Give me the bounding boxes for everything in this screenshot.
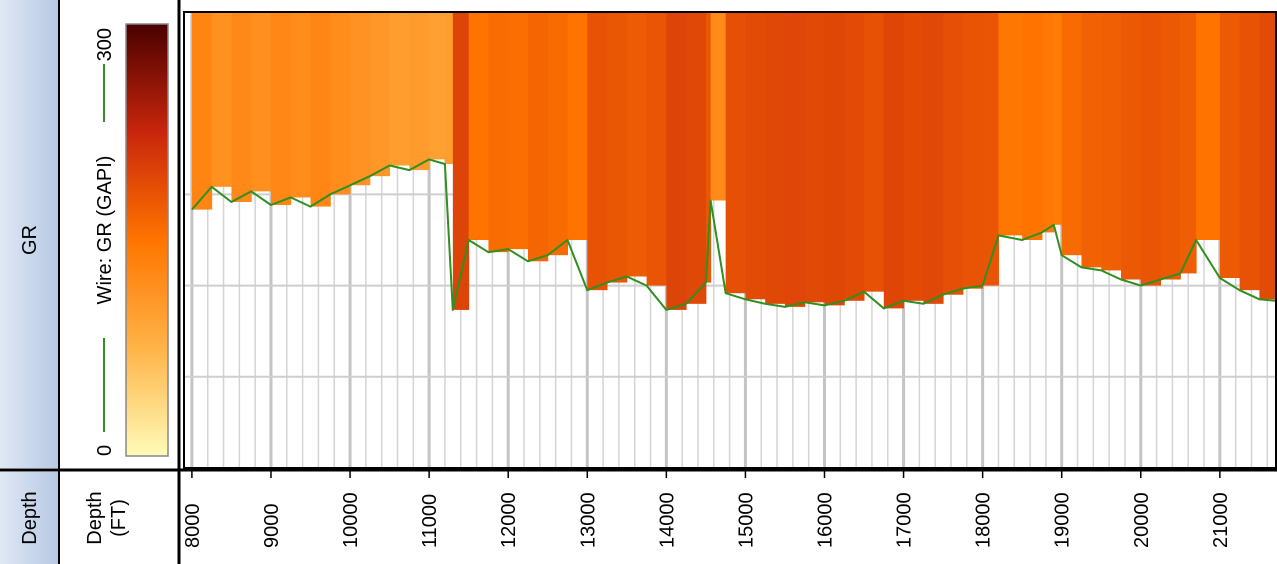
gr-fill bbox=[429, 12, 446, 160]
gr-fill bbox=[369, 12, 391, 177]
depth-label: Depth bbox=[19, 491, 41, 544]
x-tick-label: 13000 bbox=[577, 492, 599, 548]
gr-fill bbox=[607, 12, 628, 283]
gr-curve bbox=[191, 158, 1276, 311]
gr-fill bbox=[982, 12, 999, 286]
gr-fill bbox=[923, 12, 944, 304]
legend: Wire: GR (GAPI) 0 300 bbox=[94, 23, 169, 457]
x-tick-label: 14000 bbox=[656, 492, 678, 548]
x-tick-label: 18000 bbox=[973, 492, 995, 548]
gr-fill bbox=[547, 12, 569, 256]
x-tick-label: 9000 bbox=[261, 504, 283, 549]
track-label: GR bbox=[19, 225, 41, 255]
depth-axis: Depth (FT) 8000 9000 10000 11000 12000 13000 140… bbox=[84, 471, 1232, 548]
gr-fill bbox=[1081, 12, 1102, 268]
gr-fill bbox=[1121, 12, 1142, 280]
x-tick-label: 16000 bbox=[814, 492, 836, 548]
gr-fill bbox=[409, 12, 430, 171]
gr-fill bbox=[527, 12, 549, 262]
gr-fill bbox=[705, 12, 712, 283]
x-tick-label: 21000 bbox=[1210, 492, 1232, 548]
gr-fill bbox=[270, 12, 292, 206]
gr-fill bbox=[211, 12, 232, 187]
gr-fill bbox=[444, 12, 454, 164]
gr-fill bbox=[488, 12, 509, 253]
x-tick-label: 15000 bbox=[735, 492, 757, 548]
gr-fill bbox=[804, 12, 825, 303]
gr-fill bbox=[745, 12, 766, 300]
gr-fill bbox=[1239, 12, 1260, 291]
gr-fill bbox=[310, 12, 331, 207]
gr-fill bbox=[998, 12, 1023, 236]
x-tick-label: 20000 bbox=[1131, 492, 1153, 548]
gr-fill bbox=[943, 12, 964, 295]
gr-fill bbox=[1140, 12, 1162, 286]
x-tick-label: 12000 bbox=[498, 492, 520, 548]
colorbar-min: 0 bbox=[94, 445, 116, 456]
gr-fill bbox=[290, 12, 312, 198]
gr-fill bbox=[231, 12, 252, 202]
gr-fill bbox=[962, 12, 984, 289]
gr-fill bbox=[1041, 12, 1055, 233]
gr-fill bbox=[1196, 12, 1221, 240]
gr-fill bbox=[567, 12, 588, 240]
gr-fill bbox=[784, 12, 806, 307]
gr-fill bbox=[1160, 12, 1181, 280]
colorbar bbox=[125, 23, 169, 457]
gr-fill bbox=[389, 12, 410, 166]
gr-fill bbox=[1219, 12, 1241, 278]
gr-fill bbox=[350, 12, 371, 186]
gr-fill bbox=[1061, 12, 1082, 256]
x-tick-label: 8000 bbox=[182, 504, 204, 549]
gr-fill bbox=[1022, 12, 1043, 240]
gr-fill bbox=[1180, 12, 1197, 274]
gr-fill bbox=[587, 12, 608, 291]
gr-fill bbox=[646, 12, 667, 286]
gr-fill bbox=[330, 12, 351, 195]
gr-fill bbox=[1053, 12, 1063, 225]
axis-title: (FT) bbox=[108, 499, 130, 537]
track-header bbox=[0, 0, 58, 468]
gr-fill bbox=[251, 12, 272, 192]
x-tick-label: 10000 bbox=[340, 492, 362, 548]
x-tick-label: 17000 bbox=[894, 492, 916, 548]
depth-header bbox=[0, 472, 58, 564]
legend-label: Wire: GR (GAPI) bbox=[94, 156, 116, 305]
gr-fill bbox=[765, 12, 786, 304]
gr-fill bbox=[710, 12, 727, 201]
gr-fill bbox=[191, 12, 213, 210]
gr-fill bbox=[725, 12, 746, 294]
colorbar-max: 300 bbox=[94, 28, 116, 61]
gr-fill bbox=[1101, 12, 1122, 271]
plot-border bbox=[183, 11, 1277, 469]
gr-fill bbox=[903, 12, 924, 301]
gr-fill bbox=[666, 12, 687, 310]
gr-fill bbox=[452, 12, 470, 310]
gr-fill bbox=[1259, 12, 1276, 300]
gr-fill bbox=[468, 12, 489, 240]
gr-fill bbox=[824, 12, 845, 306]
gr-fill bbox=[508, 12, 529, 250]
x-tick-label: 19000 bbox=[1052, 492, 1074, 548]
plot-area bbox=[184, 12, 1277, 468]
gr-fill bbox=[686, 12, 707, 304]
gr-fill bbox=[626, 12, 648, 277]
axis-title: Depth bbox=[84, 491, 106, 544]
gr-fill bbox=[864, 12, 885, 292]
gr-fill bbox=[883, 12, 905, 309]
x-tick-label: 11000 bbox=[419, 494, 441, 548]
gr-fill bbox=[844, 12, 865, 301]
